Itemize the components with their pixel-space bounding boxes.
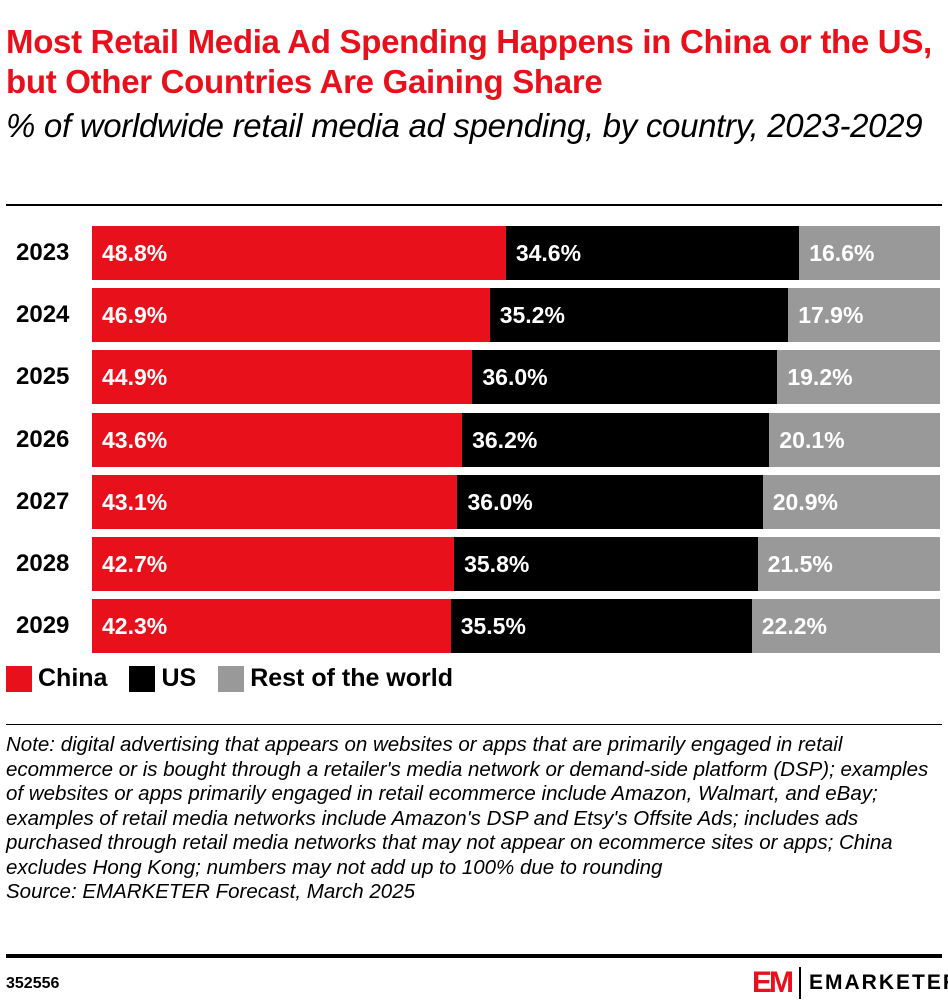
data-label: 21.5% — [767, 551, 833, 577]
stacked-bar-chart: 2023 48.8% 34.6% 16.6% 2024 46.9% 35.2% 17.9% 20… — [16, 226, 941, 654]
data-label: 34.6% — [515, 240, 582, 266]
year-label: 2028 — [16, 550, 70, 577]
chart-subtitle: % of worldwide retail media ad spending,… — [6, 107, 923, 144]
bar-segment-us — [462, 412, 770, 467]
year-label: 2026 — [16, 425, 70, 453]
logo-name: EMARKETER — [809, 971, 948, 994]
bar-segment-china — [92, 350, 473, 405]
bar-segment-rest-of-the-world — [757, 537, 941, 591]
year-label: 2025 — [16, 363, 70, 391]
bar-segment-rest-of-the-world — [777, 350, 941, 405]
data-label: 19.2% — [787, 364, 853, 391]
data-label: 36.0% — [467, 488, 533, 515]
bar-segment-us — [505, 226, 800, 280]
legend-swatch — [129, 665, 156, 692]
data-label: 44.9% — [102, 364, 168, 391]
data-label: 20.1% — [779, 426, 845, 453]
bottom-rule — [6, 954, 942, 958]
source-text: Source: EMARKETER Forecast, March 2025 — [6, 880, 416, 903]
bar-segment-china — [92, 599, 452, 654]
data-label: 42.3% — [102, 613, 168, 640]
data-label: 35.2% — [499, 302, 565, 329]
data-label: 36.0% — [482, 364, 548, 391]
emarketer-logo: EM EMARKETER — [752, 966, 948, 1000]
bar-segment-rest-of-the-world — [788, 288, 941, 343]
bar-segment-china — [92, 288, 491, 343]
bar-segment-rest-of-the-world — [751, 599, 941, 654]
bar-segment-china — [92, 412, 463, 467]
data-label: 22.2% — [761, 613, 827, 640]
legend-label: US — [161, 664, 197, 692]
legend-item-us: US — [129, 664, 196, 693]
legend-item-rest: Rest of the world — [218, 664, 453, 693]
bar-segment-us — [450, 599, 753, 654]
year-label: 2024 — [16, 301, 70, 329]
data-label: 42.7% — [102, 551, 168, 577]
data-label: 35.5% — [460, 613, 526, 640]
legend: China US Rest of the world — [6, 664, 475, 693]
legend-item-china: China — [6, 664, 107, 693]
legend-label: China — [38, 664, 108, 692]
bar-segment-rest-of-the-world — [769, 412, 941, 467]
year-label: 2029 — [16, 612, 70, 640]
data-label: 43.6% — [102, 426, 168, 453]
data-label: 48.8% — [102, 240, 168, 266]
bar-segment-china — [92, 537, 455, 591]
note: Note: digital advertising that appears o… — [6, 733, 942, 905]
bar-segment-rest-of-the-world — [762, 474, 941, 529]
logo-divider — [799, 967, 801, 999]
data-label: 20.9% — [772, 488, 838, 515]
bar-segment-china — [92, 474, 458, 529]
year-label: 2027 — [16, 487, 70, 515]
legend-swatch — [6, 665, 32, 692]
chart-id: 352556 — [6, 975, 60, 992]
bar-segment-us — [489, 288, 789, 343]
data-label: 43.1% — [102, 488, 168, 515]
chart-title: Most Retail Media Ad Spending Happens in… — [6, 23, 932, 100]
data-label: 36.2% — [472, 426, 538, 453]
bar-segment-us — [472, 350, 778, 405]
data-label: 17.9% — [798, 302, 864, 329]
legend-label: Rest of the world — [250, 664, 453, 692]
bar-segment-us — [457, 474, 764, 529]
data-label: 35.8% — [464, 551, 530, 577]
logo-mark: EM — [752, 966, 794, 999]
bar-segment-us — [454, 537, 759, 591]
bar-segment-china — [92, 226, 507, 280]
data-label: 16.6% — [809, 240, 875, 266]
top-rule — [6, 204, 942, 206]
legend-swatch — [218, 665, 245, 692]
note-rule — [6, 724, 942, 725]
note-text: Note: digital advertising that appears o… — [6, 733, 929, 879]
bar-segment-rest-of-the-world — [799, 226, 941, 280]
data-label: 46.9% — [102, 302, 168, 329]
year-label: 2023 — [16, 239, 70, 266]
